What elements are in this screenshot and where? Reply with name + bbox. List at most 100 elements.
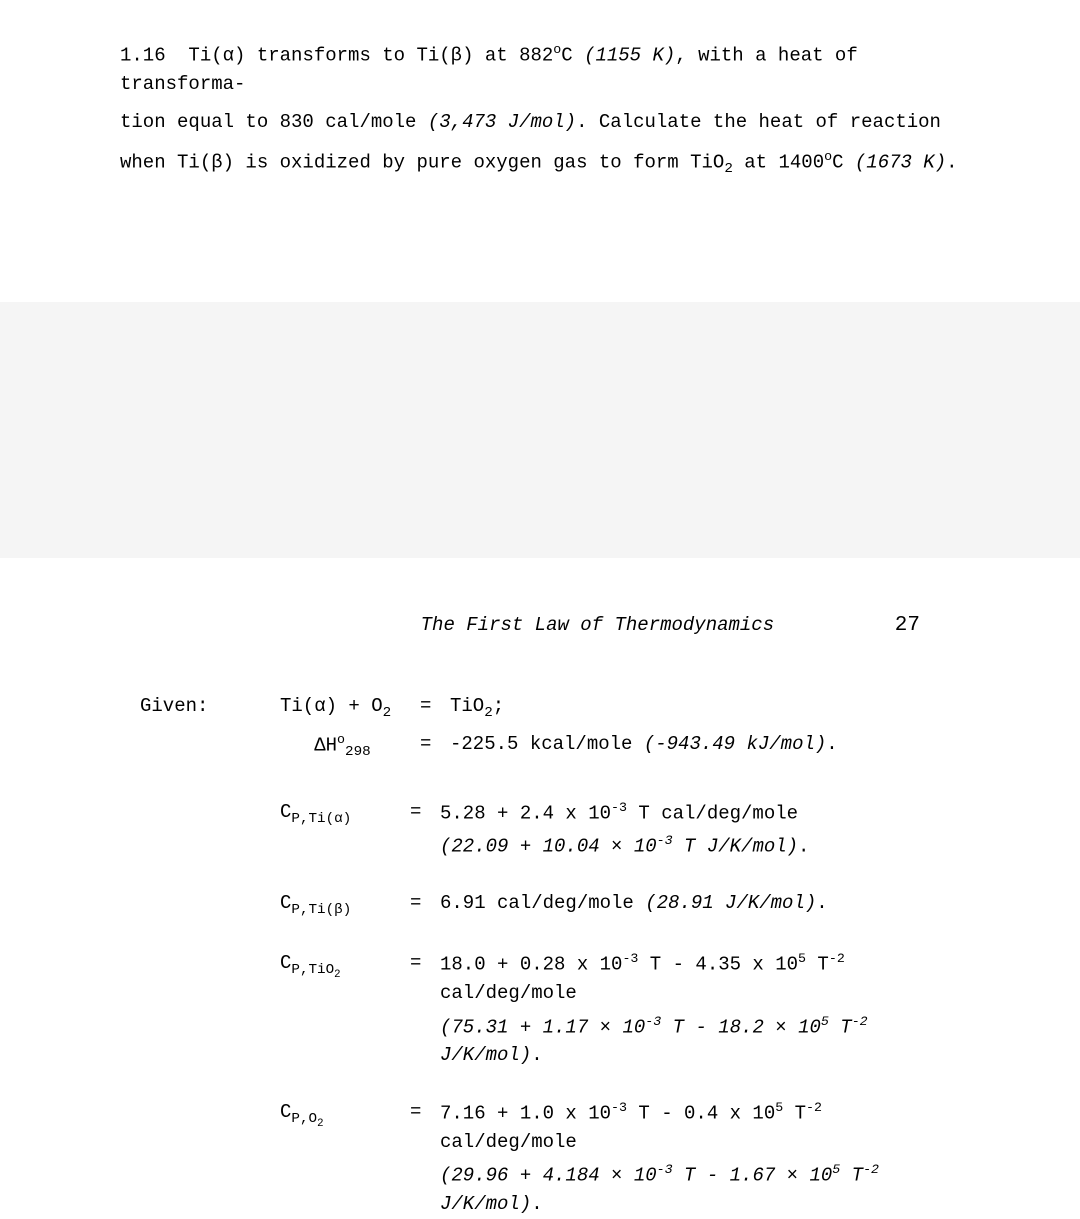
sup: -3 <box>622 951 638 966</box>
eq-rhs: TiO2; <box>450 692 838 724</box>
page-number: 27 <box>895 610 920 642</box>
sup: -2 <box>852 1014 868 1029</box>
value-line: 5.28 + 2.4 x 10-3 T cal/deg/mole <box>440 798 960 828</box>
mult: × <box>600 1016 611 1038</box>
text: cal/deg/mole <box>440 1131 577 1153</box>
cp-ti-beta: CP,Ti(β) = 6.91 cal/deg/mole (28.91 J/K/… <box>280 889 960 921</box>
eq-reaction: Ti(α) + O2 = TiO2; <box>280 692 838 724</box>
degree: o <box>824 149 832 164</box>
problem-line-2: tion equal to 830 cal/mole (3,473 J/mol)… <box>120 108 960 137</box>
text: at 1400 <box>733 151 824 173</box>
text: . <box>946 151 957 173</box>
text: C <box>832 151 855 173</box>
text-si: (-943.49 kJ/mol) <box>644 733 826 755</box>
sup: -3 <box>645 1014 661 1029</box>
text: T - 4.35 x 10 <box>638 954 798 976</box>
text: C <box>280 892 291 914</box>
sub2: 2 <box>383 705 392 721</box>
text: 10 <box>622 1165 656 1187</box>
sub: P,Ti(α) <box>291 810 351 826</box>
text: T cal/deg/mole <box>627 802 798 824</box>
sup: -3 <box>611 800 627 815</box>
problem-statement: 1.16 Ti(α) transforms to Ti(β) at 882oC … <box>120 40 960 290</box>
given-equations: Ti(α) + O2 = TiO2; ΔHo298 = -225.5 kcal/… <box>280 692 838 770</box>
text: 18.0 + 0.28 x 10 <box>440 954 622 976</box>
sub: P,TiO2 <box>291 962 340 978</box>
text: TiO <box>450 695 484 717</box>
page-header: The First Law of Thermodynamics 27 <box>120 610 960 642</box>
sup: -2 <box>863 1162 879 1177</box>
eq-rhs: -225.5 kcal/mole (-943.49 kJ/mol). <box>450 730 838 764</box>
text: Ti(α) transforms to Ti(β) at 882 <box>188 44 553 66</box>
text: 6.91 cal/deg/mole <box>440 892 645 914</box>
cp-block: CP,Ti(α) = 5.28 + 2.4 x 10-3 T cal/deg/m… <box>120 798 960 1219</box>
text: J/K/mol) <box>440 1044 531 1066</box>
text: tion equal to 830 cal/mole <box>120 111 428 133</box>
equals-sign: = <box>410 798 440 862</box>
text: cal/deg/mole <box>440 982 577 1004</box>
eq-enthalpy: ΔHo298 = -225.5 kcal/mole (-943.49 kJ/mo… <box>280 730 838 764</box>
mult: × <box>775 1016 786 1038</box>
text: ; <box>493 695 504 717</box>
problem-number: 1.16 <box>120 44 166 66</box>
text: C <box>280 1101 291 1123</box>
eq-lhs: ΔHo298 <box>280 730 420 764</box>
equals-sign: = <box>420 730 450 764</box>
given-block: Given: Ti(α) + O2 = TiO2; ΔHo298 = -225.… <box>120 692 960 770</box>
text-si: (1673 K) <box>855 151 946 173</box>
text: (29.96 + 4.184 <box>440 1165 611 1187</box>
text: 10 <box>611 1016 645 1038</box>
page-gap <box>0 290 1080 570</box>
text: -225.5 kcal/mole <box>450 733 644 755</box>
cp-tio2: CP,TiO2 = 18.0 + 0.28 x 10-3 T - 4.35 x … <box>280 949 960 1070</box>
sub-298: 298 <box>345 744 371 760</box>
text: (22.09 + 10.04 <box>440 836 611 858</box>
text: . <box>798 836 809 858</box>
sup: -3 <box>611 1100 627 1115</box>
equals-sign: = <box>410 1098 440 1219</box>
value-line: 18.0 + 0.28 x 10-3 T - 4.35 x 105 T-2 ca… <box>440 949 960 1007</box>
text: T <box>806 954 829 976</box>
problem-line-3: when Ti(β) is oxidized by pure oxygen ga… <box>120 147 960 181</box>
equals-sign: = <box>410 949 440 1070</box>
text-si: (1155 K) <box>584 44 675 66</box>
problem-line-1: 1.16 Ti(α) transforms to Ti(β) at 882oC … <box>120 40 960 98</box>
text: (75.31 + 1.17 <box>440 1016 600 1038</box>
text: Ti(α) + O <box>280 695 383 717</box>
text: 10 <box>798 1165 832 1187</box>
sup: -3 <box>657 1162 673 1177</box>
sup: -2 <box>829 951 845 966</box>
sup-o: o <box>337 732 345 747</box>
text: C <box>561 44 584 66</box>
sup: 5 <box>775 1100 783 1115</box>
text: T J/K/mol) <box>673 836 798 858</box>
cp-ti-alpha: CP,Ti(α) = 5.28 + 2.4 x 10-3 T cal/deg/m… <box>280 798 960 862</box>
cp-lhs: CP,O2 <box>280 1098 410 1219</box>
text: J/K/mol) <box>440 1193 531 1215</box>
text: ΔH <box>314 734 337 756</box>
sub2: 2 <box>484 705 493 721</box>
text: T - 1.67 <box>673 1165 787 1187</box>
equals-sign: = <box>410 889 440 921</box>
sub2: 2 <box>724 161 733 177</box>
alt-unit-line: (29.96 + 4.184 × 10-3 T - 1.67 × 105 T-2… <box>440 1160 960 1218</box>
sup: 5 <box>821 1014 829 1029</box>
text: 10 <box>787 1016 821 1038</box>
text-si: (28.91 J/K/mol) <box>645 892 816 914</box>
cp-lhs: CP,Ti(α) <box>280 798 410 862</box>
text: . <box>531 1193 542 1215</box>
text: T - 0.4 x 10 <box>627 1102 775 1124</box>
cp-o2: CP,O2 = 7.16 + 1.0 x 10-3 T - 0.4 x 105 … <box>280 1098 960 1219</box>
text: C <box>280 801 291 823</box>
value-line: 7.16 + 1.0 x 10-3 T - 0.4 x 105 T-2 cal/… <box>440 1098 960 1156</box>
text: T <box>829 1016 852 1038</box>
eq-lhs: Ti(α) + O2 <box>280 692 420 724</box>
text: . Calculate the heat of reaction <box>576 111 941 133</box>
section-title: The First Law of Thermodynamics <box>300 611 895 640</box>
sup: 5 <box>832 1162 840 1177</box>
text: 10 <box>622 836 656 858</box>
text: 7.16 + 1.0 x 10 <box>440 1102 611 1124</box>
sub: P,Ti(β) <box>291 902 351 918</box>
text: . <box>531 1044 542 1066</box>
text: 5.28 + 2.4 x 10 <box>440 802 611 824</box>
